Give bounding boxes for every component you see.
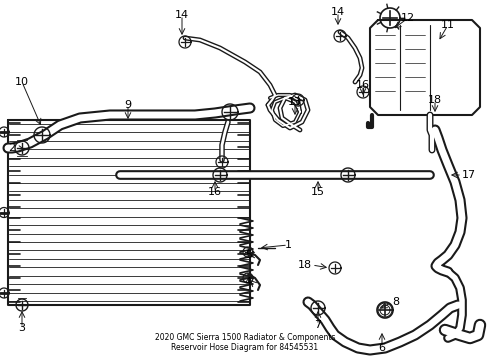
Text: 8: 8 (392, 297, 399, 307)
Text: 11: 11 (441, 20, 455, 30)
Text: 14: 14 (331, 7, 345, 17)
Text: 9: 9 (124, 100, 131, 110)
Text: 4: 4 (245, 277, 252, 287)
Text: 13: 13 (288, 97, 302, 107)
Text: 18: 18 (298, 260, 312, 270)
Text: 5: 5 (245, 250, 252, 260)
Text: 17: 17 (462, 170, 476, 180)
Text: 12: 12 (401, 13, 415, 23)
Text: 16: 16 (356, 80, 370, 90)
Text: 18: 18 (428, 95, 442, 105)
Text: 16: 16 (208, 187, 222, 197)
Text: 1: 1 (285, 240, 292, 250)
Text: 3: 3 (19, 323, 25, 333)
Text: 2: 2 (8, 143, 15, 153)
Text: 7: 7 (315, 320, 321, 330)
Text: 14: 14 (175, 10, 189, 20)
Text: 15: 15 (311, 187, 325, 197)
Text: 6: 6 (378, 343, 386, 353)
Text: 2020 GMC Sierra 1500 Radiator & Components
Reservoir Hose Diagram for 84545531: 2020 GMC Sierra 1500 Radiator & Componen… (155, 333, 335, 352)
Text: 10: 10 (15, 77, 29, 87)
